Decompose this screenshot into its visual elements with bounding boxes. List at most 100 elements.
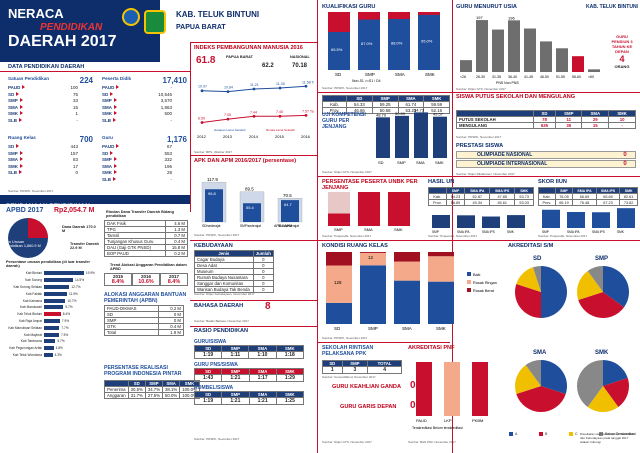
kondisi-legend-label: Rusak Ringan (473, 281, 497, 285)
guru-key: SMK (102, 170, 112, 175)
apk-value: 70.5 (283, 193, 292, 198)
district-value: 12.7% (71, 284, 81, 289)
bantuan-table: PAUD-DIKMAS 0.2 M SD 0 M SMP 0 M GTK 0.4 M Total… (103, 305, 184, 336)
rasio-title: RASIO PENDIDIKAN (194, 328, 249, 334)
rasio-value: 1:29 (275, 374, 305, 382)
pnf-bar (472, 362, 488, 416)
akr-pie (515, 266, 567, 318)
hasil-un-title: HASIL UN (428, 179, 455, 185)
prestasi-value: 0 (623, 152, 627, 158)
unbk-chart: SMP SMA SMK (328, 192, 410, 232)
guru-value: - (170, 176, 173, 182)
peserta-value: - (170, 85, 173, 90)
guru-total: 1,176 (166, 135, 187, 144)
kondisi-ringan-bar (394, 261, 420, 281)
rasio-guru-label: GURU/SISWA (194, 339, 227, 345)
satuan-value: 15 (72, 104, 78, 110)
keb-head-cell: Jumlah (252, 250, 275, 257)
bahasa-title: BAHASA DAERAH (194, 303, 244, 309)
district-bar (44, 318, 60, 323)
dist-title: Persentase urusan pendidikan (di luar tr… (6, 260, 90, 268)
gdepan-source: Sumber: Ditjen GTK, November 2017 (322, 440, 372, 444)
ppk-table: SD SMP TOTAL 1 3 4 (322, 360, 402, 374)
hun-bar (432, 214, 450, 228)
peserta-key: SMP (102, 98, 112, 103)
kondisi-source: Sumber: PDSPK, November 2017 (322, 336, 368, 340)
rincian-row: BOP PAUD 0.2 M (103, 250, 188, 257)
akreditasi-title: AKREDITASI S/M (508, 243, 554, 249)
pensiun-value: 4 (619, 54, 625, 64)
district-row: Kab Sorong 14.5% (4, 277, 100, 284)
keb-source: Sumber: Ditjen Kebudayaan, November 2017 (194, 292, 255, 296)
district-value: 10.7% (67, 298, 77, 303)
putus-value: 35 (555, 122, 583, 129)
district-row: Kab Sorong Selatan 12.7% (4, 284, 100, 291)
pip-cell: 27.5% (144, 392, 164, 399)
kualifikasi-title: KUALIFIKASI GURU (322, 4, 376, 10)
pnf-category: PKBM (472, 418, 483, 423)
akr-pie (577, 360, 629, 412)
satuan-arrow (20, 104, 23, 109)
ipm-year-tick: 2016 (301, 134, 311, 139)
akr-legend: B (539, 432, 547, 436)
prestasi-title: PRESTASI SISWA (456, 143, 504, 149)
kondisi-legend-label: Baik (473, 273, 480, 277)
usia-bar (588, 69, 600, 72)
iiun-row: Prov. 65.19 76.48 67.23 73.82 (538, 199, 638, 206)
ipm-pb-label: PAPUA BARAT (226, 55, 253, 59)
apk-source: Sumber: PDSPK, November 2017 (194, 233, 240, 237)
ruang-value: 17 (72, 163, 78, 169)
iiun-source: Sumber: Puspendik, November 2017 (538, 234, 588, 238)
ruang-key: SD (8, 144, 15, 149)
usia-bar (540, 41, 552, 72)
district-name: Kab Sorong (25, 278, 42, 283)
pendanaan-bar: PENDANAAN PENDIDIKAN (0, 195, 190, 210)
unbk-bar (328, 213, 350, 226)
putus-source: Sumber: PDSPK, November 2017 (456, 135, 502, 139)
apm-bar (243, 203, 261, 222)
akr-name: SD (533, 256, 542, 262)
district-name: Kab Kaimana (22, 298, 42, 303)
satuan-row: SMP 33 (8, 98, 78, 105)
district-value: 4.3% (54, 352, 62, 357)
ruang-value: 443 (70, 144, 78, 149)
ipm-hls-point (278, 86, 282, 90)
rasio-pns-label: GURU PNS/SISWA (194, 362, 238, 368)
apk-category: SMA/sederajat (278, 224, 299, 228)
peserta-value: 500 (164, 111, 172, 116)
iiun-chart: SMP SMA IPA SMA IPS SMK (542, 208, 635, 234)
pip-head: SD SMP SMA SMK (104, 380, 200, 387)
peserta-didik-block: Peserta Didik 17,410 PAUD - SD 10,546 SMP 3,57… (102, 76, 187, 124)
akr-slice (532, 266, 541, 292)
data-pendidikan-title: DATA PENDIDIKAN DAERAH (8, 64, 85, 70)
hun-bar (457, 215, 475, 228)
guru-key: SLB (102, 176, 111, 182)
rasio-row: 1:19 1:21 1:21 1:25 (193, 397, 305, 405)
peserta-row: SD 10,546 (102, 91, 172, 99)
usia-bar (460, 60, 472, 72)
satuan-row: PAUD 100 (8, 85, 78, 92)
ipm-title: INDEKS PEMBANGUNAN MANUSIA 2016 (194, 45, 303, 51)
ipm-pb-value: 62.2 (262, 63, 274, 69)
peserta-row: SMK 500 (102, 111, 172, 118)
hun-category: SMK (507, 230, 515, 234)
akr-slice (525, 360, 541, 386)
district-name: Kab Pegunungan Arfak (9, 346, 42, 351)
kual-legend: Non-S1 >=S1 / D4 (352, 79, 381, 83)
akr-pie (515, 360, 567, 412)
rasio-value: 1:10 (248, 351, 277, 359)
district-value: 4.8% (55, 346, 63, 351)
district-row: Kab Manokwari Selatan 7.7% (4, 324, 100, 331)
ppk-value: 1 (322, 366, 343, 374)
guru-block: Guru 1,176 PAUD 67 SD 553 SMP 332 SMA 196 SMK 28 SL… (102, 135, 187, 183)
peserta-value: 10,546 (158, 91, 172, 97)
satuan-value: - (76, 117, 79, 123)
ukg-category: SMK (435, 160, 444, 165)
pip-row: Anggaran 31.7% 27.5% 50.0% 100.0% (104, 392, 200, 399)
ukg-bar (414, 112, 428, 158)
pnf-source: Sumber: BAN PNF, November 2017 (408, 440, 456, 444)
peserta-arrow (114, 111, 117, 115)
district-bar (44, 312, 61, 317)
data-source: Sumber: PDSPK, November 2017 (8, 189, 54, 193)
ipm-rls-point (304, 113, 308, 117)
